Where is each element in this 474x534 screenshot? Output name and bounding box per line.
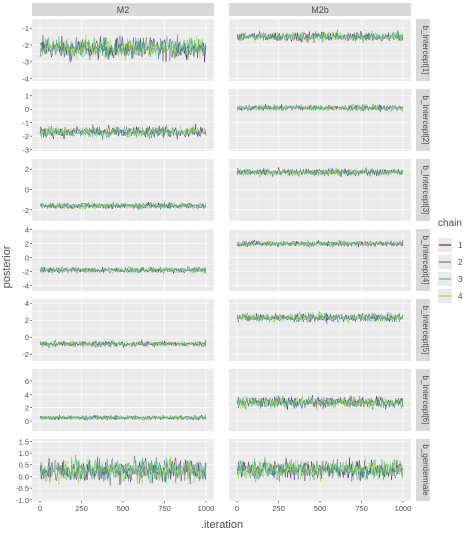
trace-chain-4-M2-row-4 bbox=[39, 339, 207, 349]
x-tick-label: 0 bbox=[38, 504, 42, 513]
y-tick-label: -1 bbox=[22, 24, 29, 33]
facet-grid: M2 M2b b_Intercept[1] -1 -2 -3 -4 b_Intercept[2… bbox=[16, 3, 430, 513]
legend-entry-label-2: 2 bbox=[458, 258, 463, 267]
y-tick-label: -3 bbox=[22, 146, 29, 155]
trace-chain-4-M2b-row-2 bbox=[236, 166, 404, 178]
legend: chain 1 2 3 4 bbox=[438, 218, 463, 303]
trace-chain-4-M2-row-3 bbox=[39, 266, 207, 275]
trace-chain-3-M2b-row-0 bbox=[236, 29, 404, 44]
row-strip-0 bbox=[416, 19, 430, 81]
row-strip-label-4: b_Intercept[5] bbox=[421, 306, 430, 355]
row-strip-2 bbox=[416, 159, 430, 221]
trace-chain-3-M2-row-0 bbox=[39, 35, 207, 60]
row-strip-label-2: b_Intercept[3] bbox=[421, 166, 430, 215]
trace-chain-3-M2b-row-4 bbox=[236, 311, 404, 324]
y-tick-label: 0 bbox=[25, 105, 29, 114]
y-tick-label: -0.5 bbox=[16, 484, 29, 493]
x-tick-label: 500 bbox=[117, 504, 130, 513]
x-tick-label: 250 bbox=[272, 504, 285, 513]
trace-chain-4-M2b-row-5 bbox=[236, 394, 404, 410]
row-strip-label-5: b_Intercept[6] bbox=[421, 376, 430, 425]
y-tick-label: 2 bbox=[25, 165, 29, 174]
row-strip-4 bbox=[416, 299, 430, 361]
y-tick-label: -4 bbox=[22, 74, 29, 83]
row-strip-1 bbox=[416, 89, 430, 151]
column-strip-label-0: M2 bbox=[117, 5, 130, 15]
row-strip-label-3: b_Intercept[4] bbox=[421, 236, 430, 285]
y-tick-label: 2 bbox=[25, 404, 29, 413]
y-tick-label: -2 bbox=[22, 267, 29, 276]
row-strip-label-1: b_Intercept[2] bbox=[421, 96, 430, 145]
y-tick-label: -2 bbox=[22, 132, 29, 141]
y-tick-label: -1.0 bbox=[16, 496, 29, 505]
trace-chain-4-M2b-row-3 bbox=[236, 239, 404, 249]
y-tick-label: 0.5 bbox=[19, 461, 29, 470]
legend-entry-label-3: 3 bbox=[458, 275, 463, 284]
trace-chain-4-M2b-row-4 bbox=[236, 311, 404, 324]
y-tick-label: 0 bbox=[25, 333, 29, 342]
x-tick-label: 1000 bbox=[198, 504, 215, 513]
y-tick-label: 0 bbox=[25, 185, 29, 194]
y-tick-label: 0.0 bbox=[19, 472, 29, 481]
y-tick-label: 1.5 bbox=[19, 437, 29, 446]
y-tick-label: -2 bbox=[22, 206, 29, 215]
y-tick-label: 4 bbox=[25, 390, 29, 399]
x-tick-label: 1000 bbox=[395, 504, 412, 513]
trace-chain-4-M2-row-1 bbox=[39, 125, 207, 139]
y-tick-label: -2 bbox=[22, 350, 29, 359]
trace-chain-1-M2b-row-5 bbox=[236, 395, 404, 410]
y-tick-label: -3 bbox=[22, 58, 29, 67]
y-tick-label: -4 bbox=[22, 281, 29, 290]
x-tick-label: 750 bbox=[355, 504, 368, 513]
trace-chain-2-M2-row-3 bbox=[39, 265, 207, 275]
trace-chain-4-M2-row-6 bbox=[39, 455, 207, 486]
trace-chain-2-M2b-row-4 bbox=[236, 312, 404, 325]
y-tick-label: 4 bbox=[25, 226, 29, 235]
trace-chain-3-M2b-row-6 bbox=[236, 457, 404, 483]
trace-chain-4-M2-row-2 bbox=[39, 201, 207, 211]
trace-chain-3-M2-row-1 bbox=[39, 124, 207, 140]
trace-chain-4-M2b-row-6 bbox=[236, 457, 404, 482]
legend-entry-label-1: 1 bbox=[458, 241, 463, 250]
y-tick-label: -1 bbox=[22, 119, 29, 128]
x-tick-label: 500 bbox=[314, 504, 327, 513]
legend-entry-label-4: 4 bbox=[458, 292, 463, 301]
row-strip-3 bbox=[416, 229, 430, 291]
trace-chain-2-M2-row-1 bbox=[39, 123, 207, 140]
column-strip-1 bbox=[229, 3, 411, 16]
x-axis-title: .iteration bbox=[201, 519, 243, 531]
trace-chain-4-M2-row-5 bbox=[39, 413, 207, 422]
trace-chain-3-M2b-row-3 bbox=[236, 239, 404, 249]
y-tick-label: 2 bbox=[25, 240, 29, 249]
x-tick-label: 0 bbox=[235, 504, 239, 513]
trace-chain-4-M2b-row-1 bbox=[236, 103, 404, 112]
legend-title: chain bbox=[438, 218, 462, 229]
y-tick-label: 0 bbox=[25, 417, 29, 426]
trace-chain-3-M2-row-5 bbox=[39, 414, 207, 422]
y-tick-label: 1 bbox=[25, 92, 29, 101]
row-strip-6 bbox=[416, 439, 430, 501]
y-tick-label: 0 bbox=[25, 254, 29, 263]
column-strip-0 bbox=[32, 3, 214, 16]
y-tick-label: -2 bbox=[22, 41, 29, 50]
y-tick-label: 2 bbox=[25, 316, 29, 325]
y-tick-label: 6 bbox=[25, 377, 29, 386]
y-tick-label: 4 bbox=[25, 299, 29, 308]
row-strip-label-6: b_gendermale bbox=[421, 444, 430, 496]
x-tick-label: 750 bbox=[158, 504, 171, 513]
row-strip-label-0: b_Intercept[1] bbox=[421, 26, 430, 75]
y-axis-title: posterior bbox=[1, 245, 13, 288]
y-tick-label: 1.0 bbox=[19, 449, 29, 458]
row-strip-5 bbox=[416, 369, 430, 431]
trace-chain-4-M2b-row-0 bbox=[236, 31, 404, 43]
x-tick-label: 250 bbox=[75, 504, 88, 513]
trace-chain-4-M2-row-0 bbox=[39, 34, 207, 61]
trace-chain-2-M2b-row-1 bbox=[236, 103, 404, 113]
column-strip-label-1: M2b bbox=[311, 5, 329, 15]
